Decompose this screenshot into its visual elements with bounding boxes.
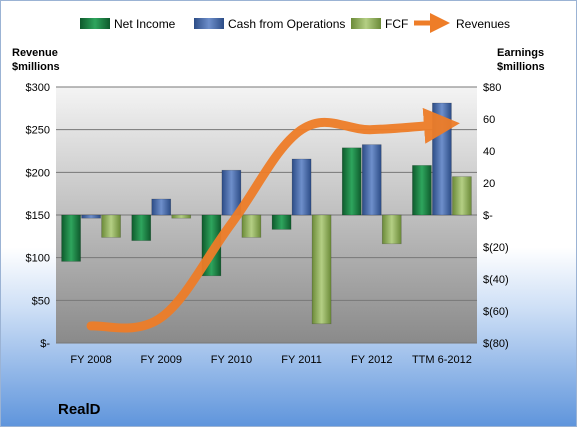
left-tick-label-3: $150 [26, 210, 50, 222]
category-label-3: FY 2011 [281, 354, 322, 366]
bar-net-income-3 [271, 214, 292, 230]
bar-net-income-4 [341, 147, 362, 216]
revenue-point-3 [301, 129, 303, 131]
category-label-0: FY 2008 [70, 354, 111, 366]
right-tick-label-2: $(40) [483, 274, 509, 286]
left-tick-label-2: $100 [26, 253, 50, 265]
right-axis-title-line1: Earnings [497, 47, 544, 59]
right-tick-label-8: $80 [483, 82, 501, 94]
right-tick-label-3: $(20) [483, 242, 509, 254]
bar-fcf-2 [241, 214, 262, 238]
bar-cash-ops-5 [432, 102, 452, 216]
left-axis-title-line2: $millions [12, 61, 60, 73]
category-labels: FY 2008 FY 2009 FY 2010 FY 2011 FY 2012 TTM 6… [70, 354, 471, 366]
legend-swatch-cash-ops [194, 18, 224, 29]
bar-fcf-3 [311, 214, 332, 325]
revenue-point-0 [90, 325, 92, 327]
bar-fcf-4 [381, 214, 402, 245]
company-name: RealD [58, 401, 101, 418]
bar-net-income-1 [131, 214, 152, 241]
left-tick-label-0: $- [40, 338, 50, 350]
bar-net-income-0 [61, 214, 81, 262]
legend: Net Income Cash from Operations FCF Reve… [80, 13, 510, 33]
left-tick-label-6: $300 [26, 82, 50, 94]
revenue-point-2 [230, 223, 232, 225]
revenue-line [86, 107, 460, 333]
legend-swatch-fcf [351, 18, 381, 29]
category-label-1: FY 2009 [141, 354, 182, 366]
bar-fcf-1 [171, 214, 192, 219]
bar-fcf-0 [101, 214, 121, 238]
left-axis-title-line1: Revenue [12, 47, 58, 59]
legend-swatch-net-income [80, 18, 110, 29]
legend-label-cash-ops: Cash from Operations [228, 17, 345, 31]
left-tick-label-4: $200 [26, 167, 50, 179]
left-tick-label-1: $50 [32, 295, 50, 307]
bar-cash-ops-4 [361, 144, 382, 216]
right-tick-label-7: 60 [483, 114, 495, 126]
left-tick-label-5: $250 [26, 125, 50, 137]
legend-label-net-income: Net Income [114, 17, 176, 31]
bar-cash-ops-0 [81, 214, 101, 219]
revenue-point-1 [160, 316, 162, 318]
category-label-5: TTM 6-2012 [412, 354, 472, 366]
revenue-point-5 [441, 124, 443, 126]
right-tick-label-4: $- [483, 210, 493, 222]
right-axis-ticks: $(80) $(60) $(40) $(20) $- 20 40 60 $80 [483, 82, 509, 350]
right-tick-label-1: $(60) [483, 306, 509, 318]
bar-cash-ops-1 [151, 198, 172, 216]
legend-label-revenues: Revenues [456, 17, 510, 31]
category-label-4: FY 2012 [351, 354, 392, 366]
bar-fcf-5 [452, 176, 472, 216]
right-tick-label-5: 20 [483, 178, 495, 190]
legend-label-fcf: FCF [385, 17, 408, 31]
right-tick-label-0: $(80) [483, 338, 509, 350]
bar-cash-ops-2 [221, 169, 242, 216]
category-label-2: FY 2010 [211, 354, 252, 366]
bar-cash-ops-3 [291, 158, 312, 216]
revenue-point-4 [371, 129, 373, 131]
left-axis-ticks: $- $50 $100 $150 $200 $250 $300 [26, 82, 51, 350]
right-axis-title-line2: $millions [497, 61, 545, 73]
right-tick-label-6: 40 [483, 146, 495, 158]
bar-net-income-5 [412, 165, 432, 216]
